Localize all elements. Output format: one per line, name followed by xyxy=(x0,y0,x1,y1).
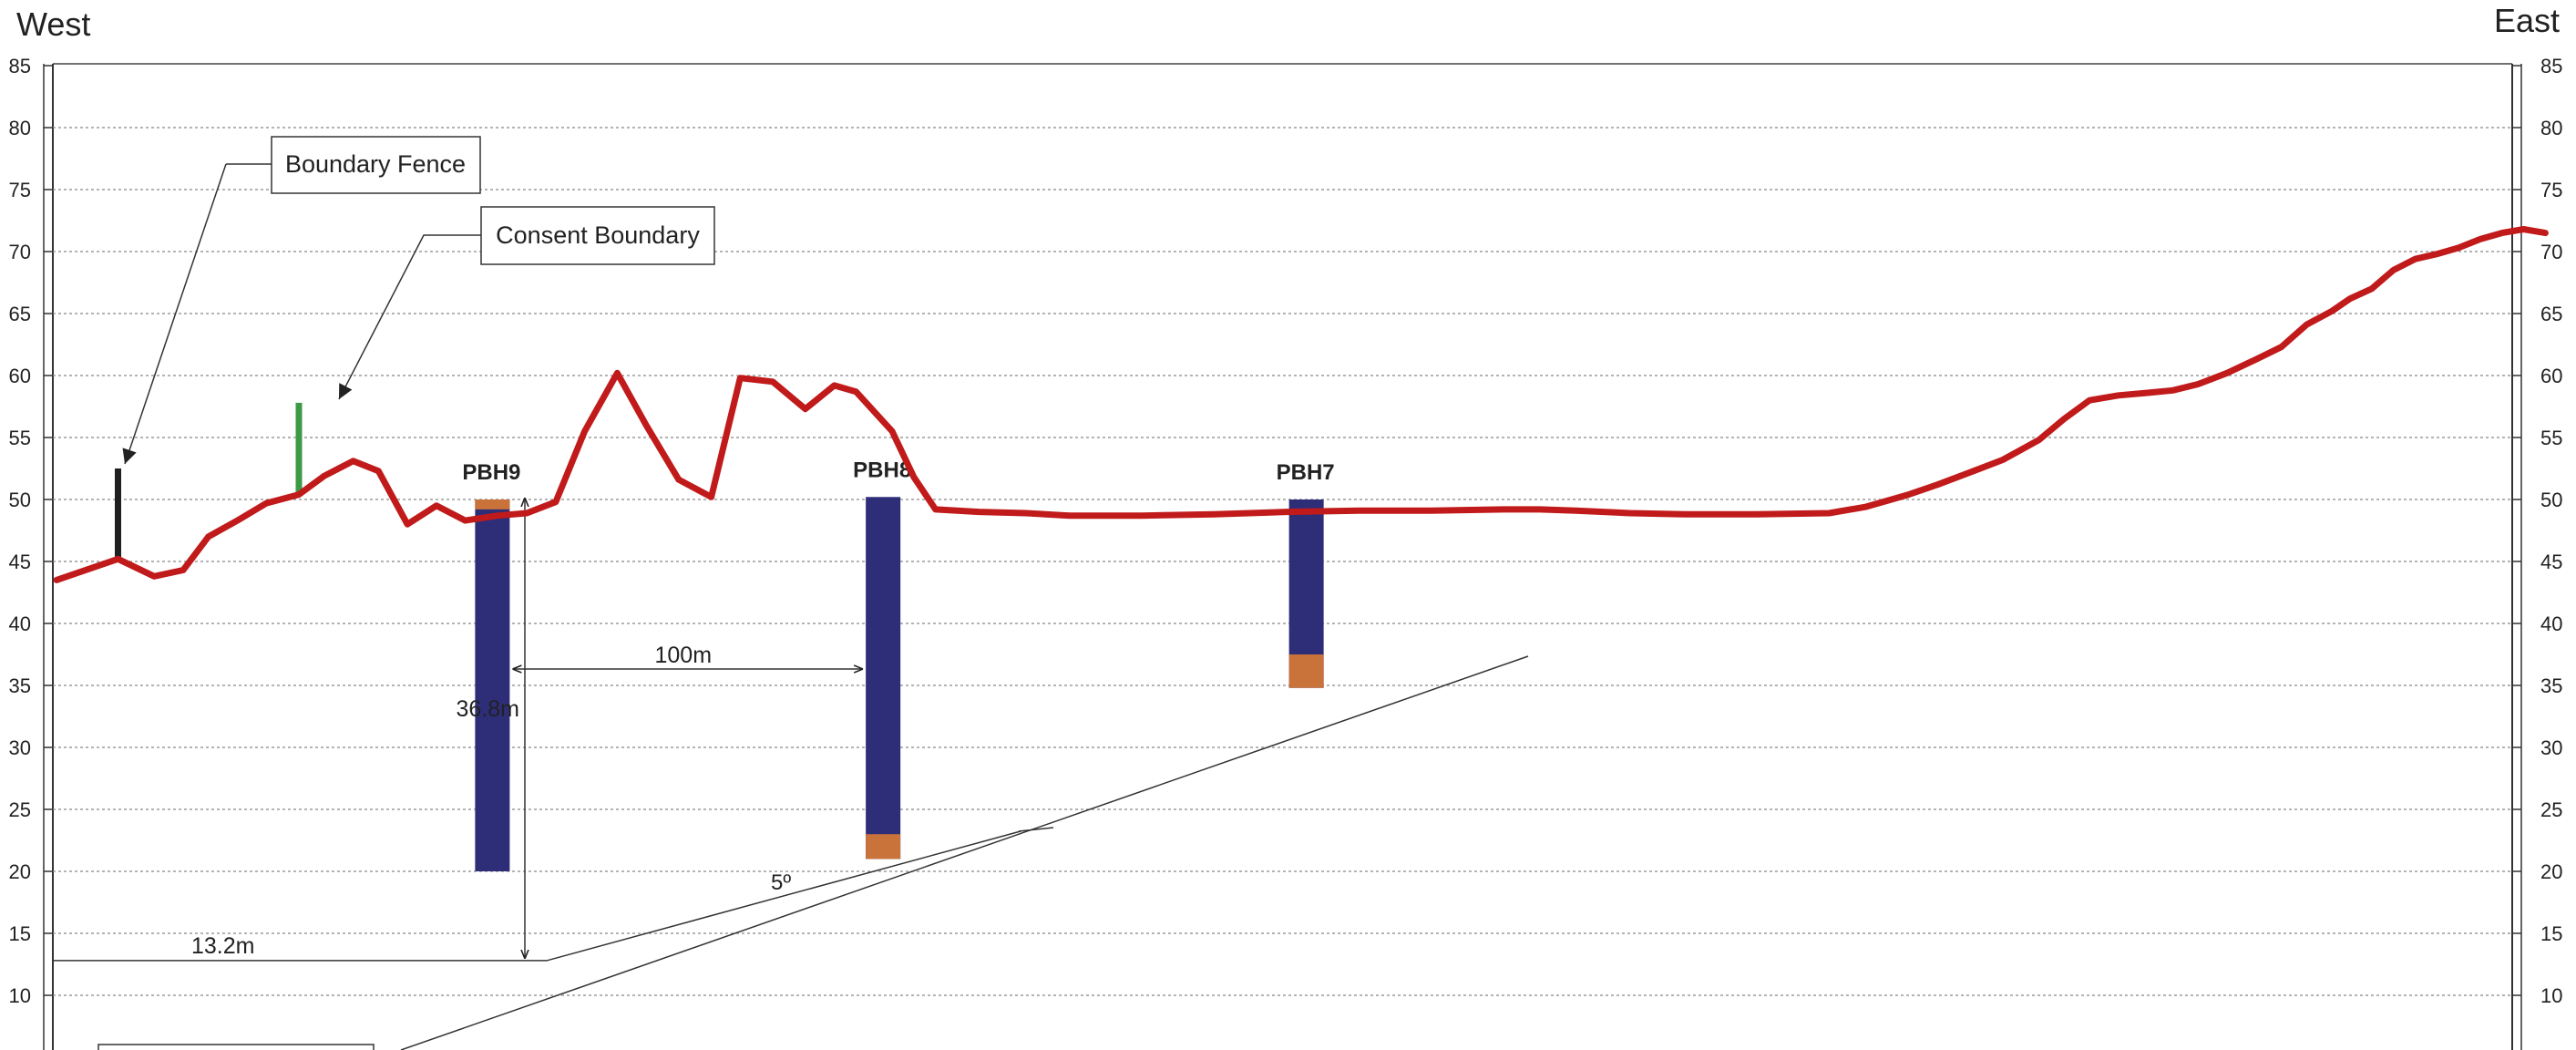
right-tick-label-75: 75 xyxy=(2540,179,2562,201)
pbh8-base-contact xyxy=(866,834,901,860)
right-tick-label-45: 45 xyxy=(2540,551,2562,573)
consent-boundary-post xyxy=(295,402,303,495)
right-tick-label-60: 60 xyxy=(2540,365,2562,387)
boreholes: PBH9 PBH8 PBH7 xyxy=(462,458,1335,871)
boundary-markers: Boundary Fence Consent Boundary xyxy=(114,136,715,560)
right-tick-label-50: 50 xyxy=(2540,489,2562,511)
ground-profile-line xyxy=(53,226,2549,583)
pbh7-label: PBH7 xyxy=(1277,460,1335,485)
east-direction-label: East xyxy=(2493,2,2560,39)
right-tick-label-40: 40 xyxy=(2540,612,2562,635)
pbh9-borehole xyxy=(475,499,510,871)
consent-boundary-label: Consent Boundary xyxy=(496,221,700,249)
spacing-dimension-label: 100m xyxy=(654,643,712,668)
west-direction-label: West xyxy=(16,5,91,43)
pbh9-top-contact xyxy=(475,499,510,510)
consent-boundary-callout xyxy=(480,206,715,265)
boundary-fence-leader-elbow xyxy=(122,163,227,465)
right-tick-label-25: 25 xyxy=(2540,798,2562,821)
right-elevation-ticks: 10 15 20 25 30 35 40 45 50 55 60 65 70 75 80 85 xyxy=(2512,55,2562,1007)
elevation-gridlines xyxy=(53,127,2512,996)
right-tick-label-55: 55 xyxy=(2540,427,2562,449)
left-tick-label-45: 45 xyxy=(9,551,31,573)
right-tick-label-10: 10 xyxy=(2540,984,2562,1007)
left-tick-label-55: 55 xyxy=(9,427,31,449)
left-elevation-ticks: 10 15 20 25 30 35 40 45 50 55 60 65 70 75 80 85 xyxy=(9,55,53,1007)
left-tick-label-65: 65 xyxy=(9,303,31,325)
pbh8-borehole xyxy=(866,497,901,860)
right-tick-label-80: 80 xyxy=(2540,117,2562,139)
left-tick-label-75: 75 xyxy=(9,179,31,201)
left-tick-label-40: 40 xyxy=(9,612,31,635)
pbh7-base-contact xyxy=(1288,654,1324,688)
left-tick-label-50: 50 xyxy=(9,489,31,511)
dip-line xyxy=(400,655,1529,1050)
lower-callout-box xyxy=(97,1044,375,1050)
reference-level-label: 13.2m xyxy=(191,933,254,959)
dimension-annotations: 100m 36.8m 13.2m 5º xyxy=(53,498,1529,1050)
left-tick-label-60: 60 xyxy=(9,365,31,387)
pbh8-label: PBH8 xyxy=(853,458,911,482)
boundary-fence-callout xyxy=(271,136,481,194)
right-tick-label-35: 35 xyxy=(2540,674,2562,697)
plot-frame xyxy=(43,63,2522,1050)
right-tick-label-65: 65 xyxy=(2540,303,2562,325)
left-tick-label-10: 10 xyxy=(9,984,31,1007)
pbh9-label: PBH9 xyxy=(462,460,520,485)
dip-angle-label: 5º xyxy=(771,870,791,895)
boundary-fence-post xyxy=(114,468,121,560)
left-tick-label-80: 80 xyxy=(9,117,31,139)
right-tick-label-20: 20 xyxy=(2540,860,2562,883)
left-tick-label-15: 15 xyxy=(9,922,31,945)
left-tick-label-25: 25 xyxy=(9,798,31,821)
left-tick-label-30: 30 xyxy=(9,736,31,759)
consent-boundary-leader xyxy=(338,234,481,400)
boundary-fence-label: Boundary Fence xyxy=(285,150,466,178)
dip-leader-line xyxy=(1018,827,1054,832)
left-tick-label-85: 85 xyxy=(9,55,31,77)
right-tick-label-70: 70 xyxy=(2540,241,2562,263)
reference-level-line xyxy=(53,830,1021,962)
left-tick-label-35: 35 xyxy=(9,674,31,697)
depth-dimension-label: 36.8m xyxy=(457,696,519,722)
right-tick-label-30: 30 xyxy=(2540,736,2562,759)
right-tick-label-85: 85 xyxy=(2540,55,2562,77)
right-tick-label-15: 15 xyxy=(2540,922,2562,945)
left-tick-label-70: 70 xyxy=(9,241,31,263)
left-tick-label-20: 20 xyxy=(9,860,31,883)
